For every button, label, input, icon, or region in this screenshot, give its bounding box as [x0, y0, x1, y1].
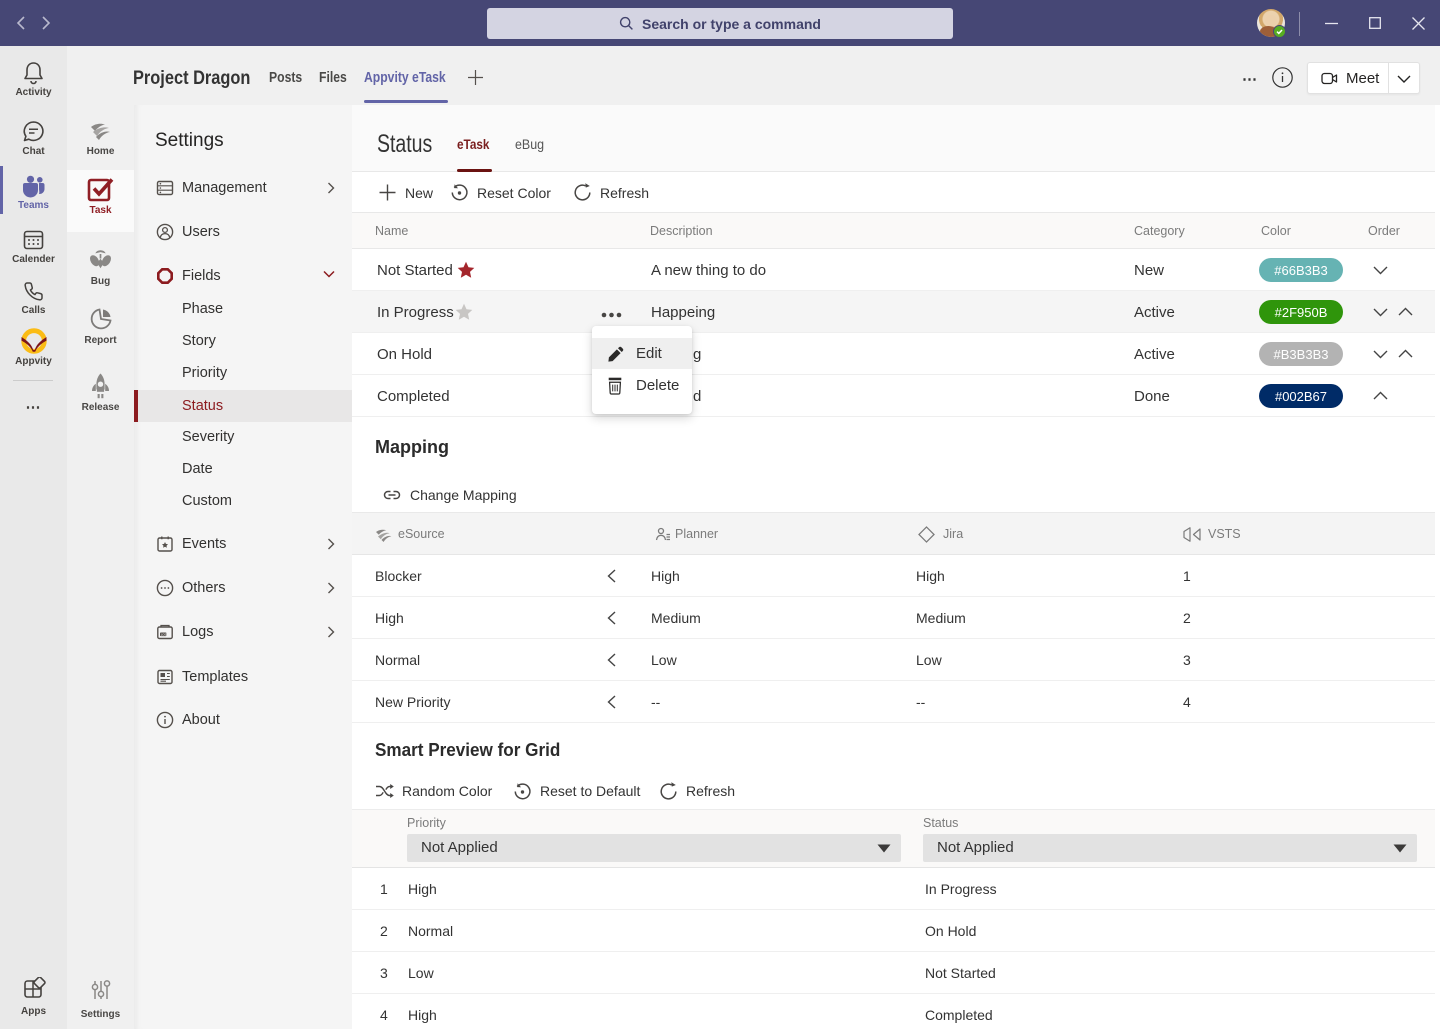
svg-text:LOG: LOG [161, 633, 168, 637]
